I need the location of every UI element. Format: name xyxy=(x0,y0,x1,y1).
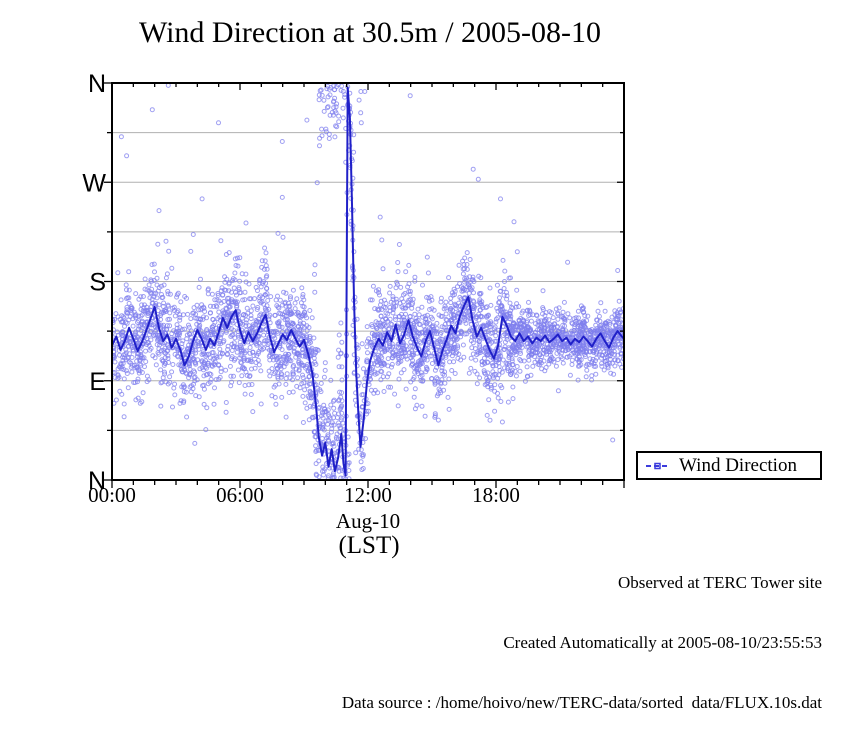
x-tick-label: 06:00 xyxy=(216,483,264,507)
x-tick-labels: 00:00 06:00 12:00 18:00 xyxy=(88,483,520,507)
footer-notes: Observed at TERC Tower site Created Auto… xyxy=(342,533,822,733)
axis-ticks xyxy=(104,82,625,488)
x-axis-date-label: Aug-10 xyxy=(335,509,401,533)
x-tick-label: 00:00 xyxy=(88,483,136,507)
legend-line-sample-icon xyxy=(646,462,670,469)
footer-created-at: Created Automatically at 2005-08-10/23:5… xyxy=(503,633,822,652)
y-tick-label: N xyxy=(88,467,106,495)
y-tick-label: S xyxy=(89,269,106,297)
y-tick-label: W xyxy=(82,169,106,197)
legend-label: Wind Direction xyxy=(679,454,797,476)
page-title: Wind Direction at 30.5m / 2005-08-10 xyxy=(138,16,602,49)
y-tick-labels: N W S E N xyxy=(82,70,106,495)
x-tick-label: 12:00 xyxy=(344,483,392,507)
x-tick-label: 18:00 xyxy=(472,483,520,507)
scatter-points xyxy=(112,83,624,480)
y-tick-label: N xyxy=(88,70,106,98)
mean-line xyxy=(112,86,624,477)
footer-observed-at: Observed at TERC Tower site xyxy=(617,573,822,592)
wind-direction-chart: 00:00 06:00 12:00 18:00 N W S E N xyxy=(82,70,625,507)
y-tick-label: E xyxy=(89,368,106,396)
footer-data-source: Data source : /home/hoivo/new/TERC-data/… xyxy=(341,693,822,712)
legend-box: Wind Direction xyxy=(636,451,822,480)
x-axis-units-label: (LST) xyxy=(338,532,400,559)
